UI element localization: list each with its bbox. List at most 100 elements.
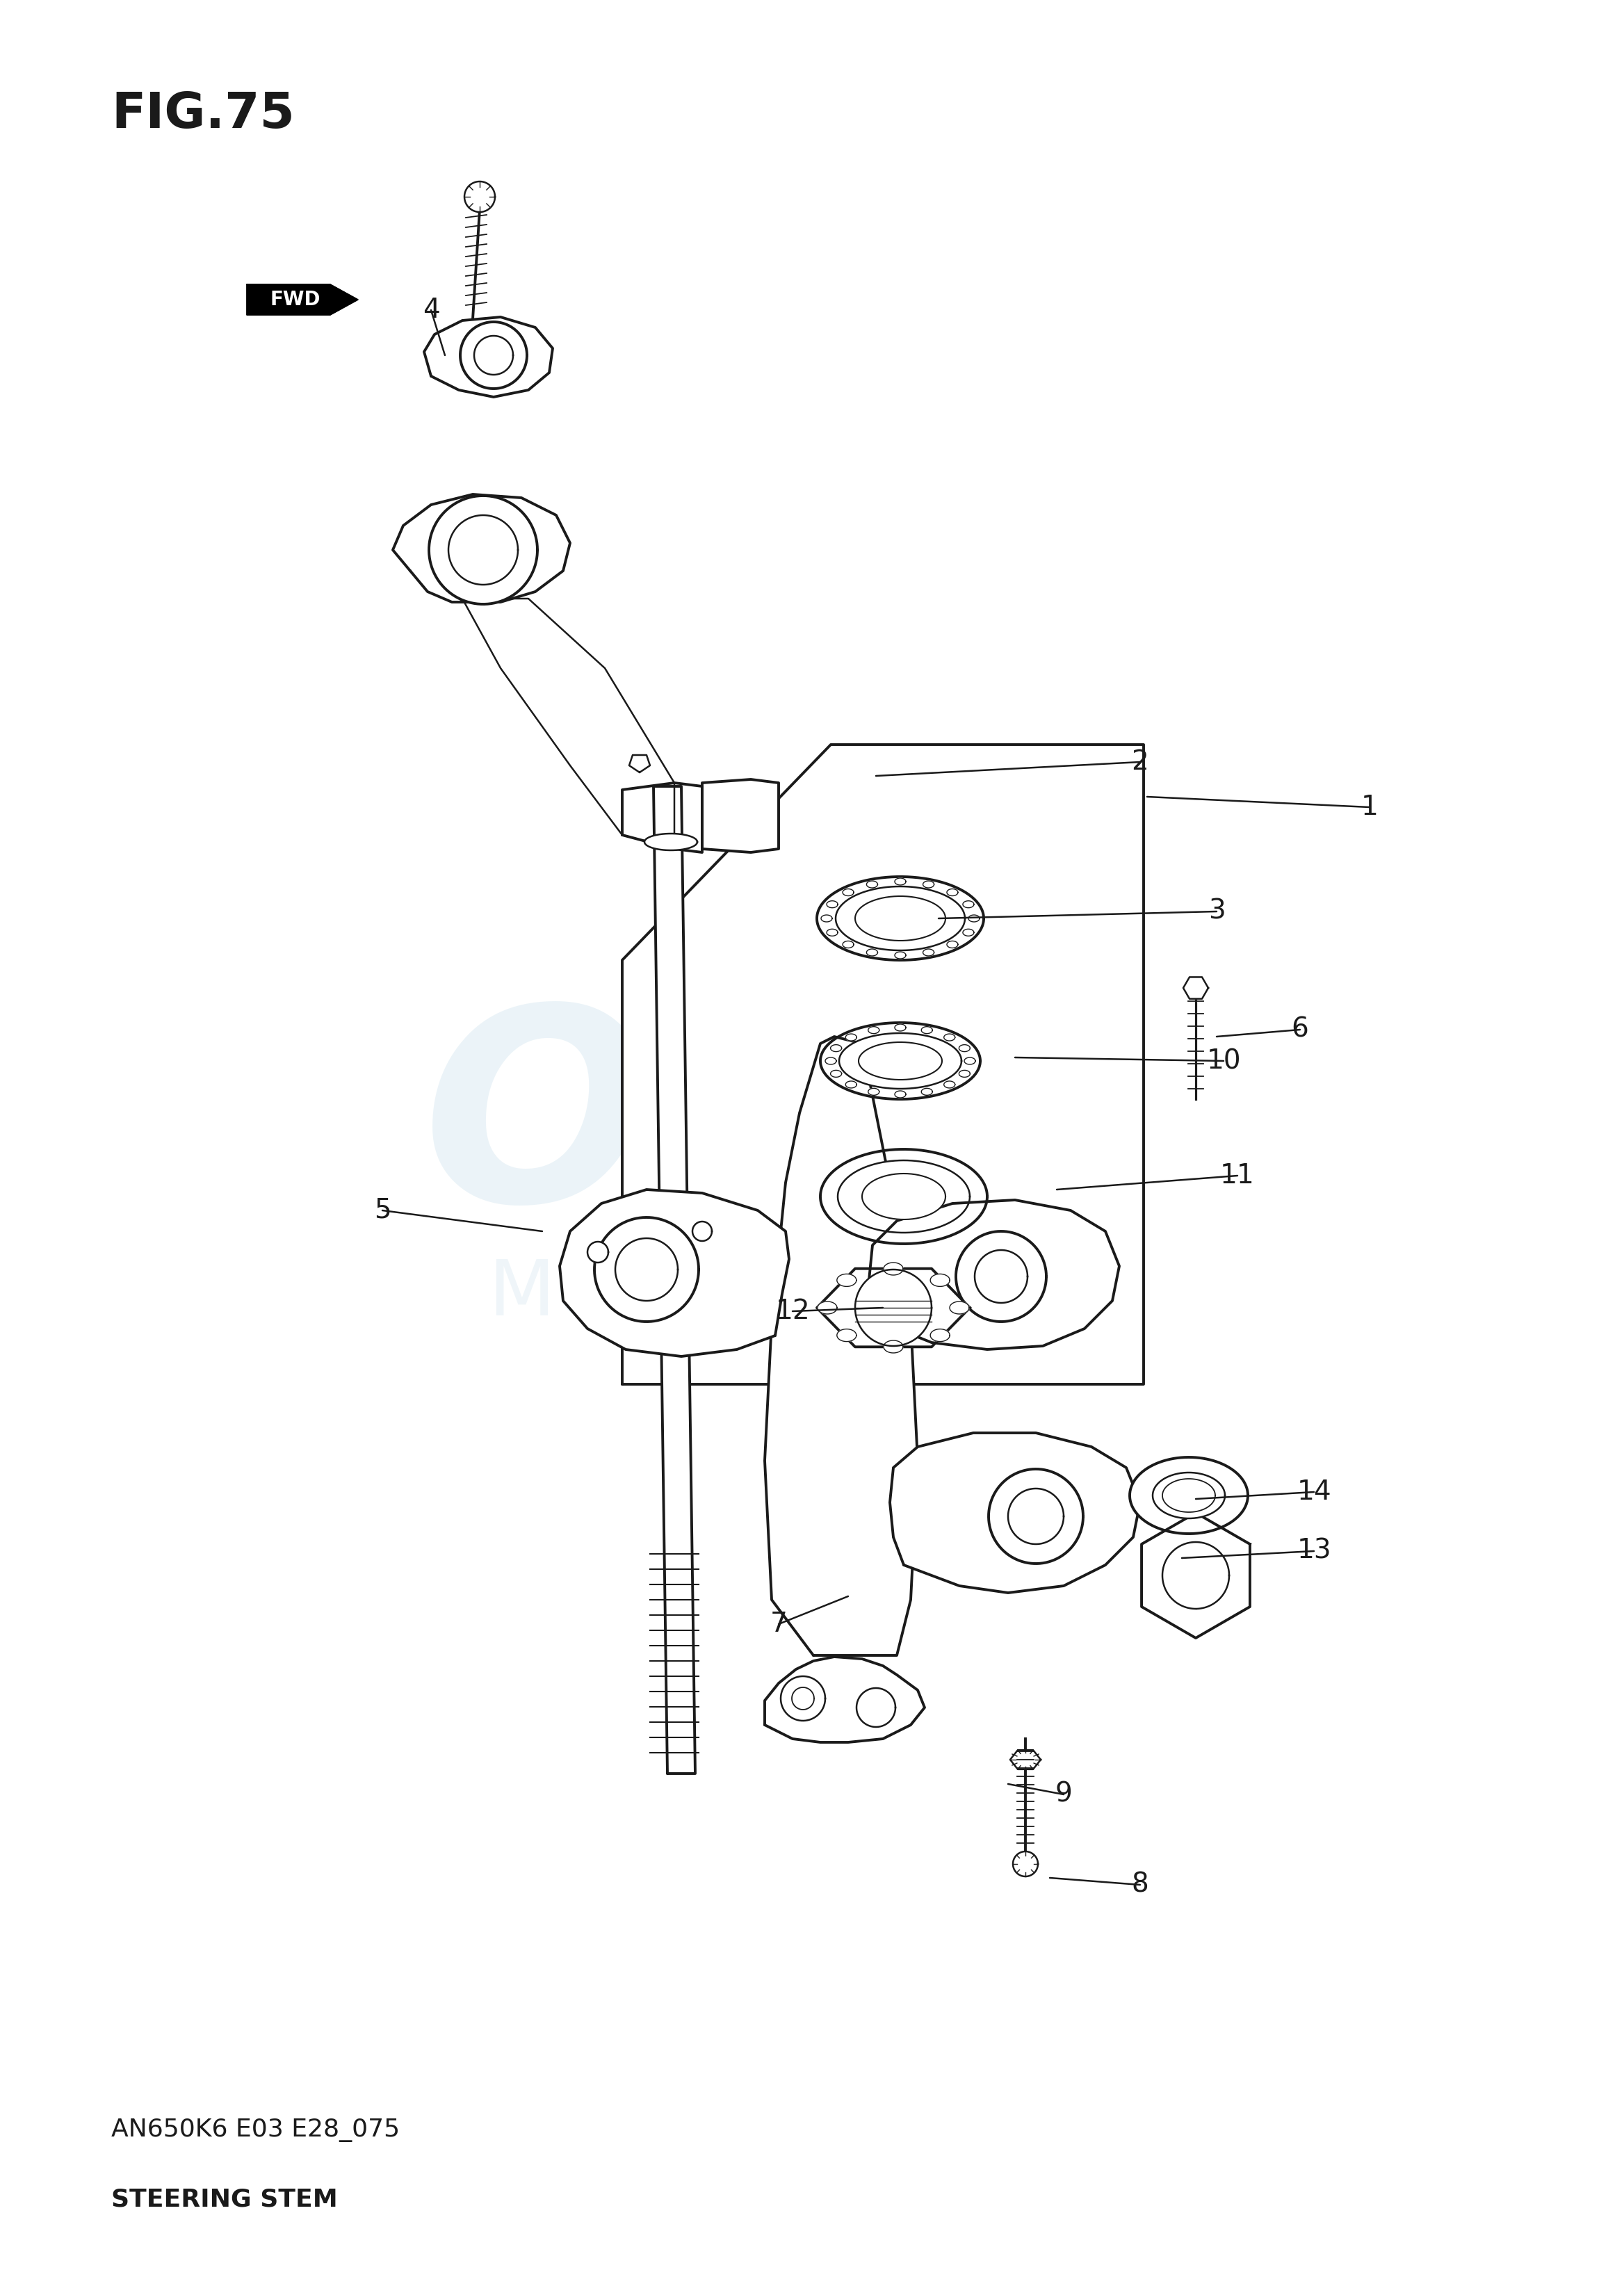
Polygon shape [1142, 1512, 1250, 1639]
Polygon shape [830, 1069, 841, 1076]
Polygon shape [830, 1044, 841, 1051]
Text: 12: 12 [775, 1299, 810, 1324]
Polygon shape [820, 1150, 987, 1244]
Text: 1: 1 [1361, 794, 1379, 819]
Polygon shape [958, 1044, 970, 1051]
Polygon shape [1184, 978, 1208, 998]
Polygon shape [836, 1274, 856, 1287]
Polygon shape [1009, 1489, 1064, 1545]
Polygon shape [862, 1173, 945, 1219]
Polygon shape [843, 888, 854, 895]
Polygon shape [594, 1216, 698, 1322]
Polygon shape [460, 321, 526, 388]
Polygon shape [856, 895, 945, 941]
Polygon shape [963, 902, 974, 909]
Text: 8: 8 [1132, 1873, 1148, 1898]
Polygon shape [947, 941, 958, 948]
Polygon shape [393, 493, 570, 601]
Polygon shape [560, 1189, 789, 1356]
Polygon shape [931, 1274, 950, 1287]
Polygon shape [944, 1033, 955, 1042]
Polygon shape [867, 950, 877, 957]
Polygon shape [883, 1262, 903, 1276]
Polygon shape [974, 1251, 1028, 1304]
Polygon shape [950, 1301, 970, 1315]
Text: OEM: OEM [422, 996, 1106, 1258]
Polygon shape [474, 335, 513, 374]
Text: 6: 6 [1291, 1017, 1309, 1042]
Text: FWD: FWD [270, 289, 320, 310]
Polygon shape [869, 1026, 879, 1033]
Polygon shape [463, 599, 674, 849]
Polygon shape [968, 916, 979, 923]
Polygon shape [895, 1024, 906, 1030]
Polygon shape [793, 1687, 814, 1710]
Polygon shape [838, 1161, 970, 1232]
Polygon shape [890, 1432, 1140, 1593]
Polygon shape [817, 1269, 970, 1347]
Polygon shape [247, 285, 357, 314]
Polygon shape [1163, 1478, 1215, 1512]
Text: 7: 7 [770, 1611, 788, 1636]
Polygon shape [781, 1675, 825, 1721]
Text: 9: 9 [1056, 1781, 1072, 1808]
Polygon shape [1153, 1473, 1224, 1519]
Polygon shape [588, 1242, 609, 1262]
Polygon shape [424, 317, 552, 397]
Polygon shape [895, 952, 906, 959]
Polygon shape [765, 1037, 918, 1655]
Text: 14: 14 [1296, 1478, 1332, 1506]
Polygon shape [944, 1081, 955, 1088]
Polygon shape [628, 755, 650, 773]
Polygon shape [836, 1329, 856, 1343]
Polygon shape [867, 881, 877, 888]
Polygon shape [931, 1329, 950, 1343]
Polygon shape [922, 881, 934, 888]
Polygon shape [822, 916, 831, 923]
Polygon shape [827, 929, 838, 936]
Text: AN650K6 E03 E28_075: AN650K6 E03 E28_075 [110, 2118, 400, 2141]
Polygon shape [989, 1469, 1083, 1563]
Polygon shape [922, 950, 934, 957]
Polygon shape [1010, 1751, 1041, 1769]
Polygon shape [820, 1024, 981, 1099]
Polygon shape [921, 1088, 932, 1095]
Polygon shape [963, 929, 974, 936]
Polygon shape [645, 833, 697, 849]
Text: 5: 5 [374, 1198, 391, 1223]
Polygon shape [429, 496, 538, 604]
Polygon shape [957, 1232, 1046, 1322]
Polygon shape [464, 181, 495, 211]
Text: MOTOR PARTS: MOTOR PARTS [489, 1258, 1041, 1331]
Polygon shape [1163, 1542, 1229, 1609]
Text: 11: 11 [1220, 1164, 1255, 1189]
Polygon shape [895, 879, 906, 886]
Polygon shape [836, 886, 965, 950]
Text: STEERING STEM: STEERING STEM [110, 2187, 338, 2212]
Polygon shape [692, 1221, 711, 1242]
Polygon shape [622, 744, 1143, 1384]
Polygon shape [840, 1033, 961, 1088]
Polygon shape [846, 1033, 857, 1042]
Polygon shape [921, 1026, 932, 1033]
Polygon shape [817, 1301, 836, 1315]
Polygon shape [883, 1340, 903, 1354]
Polygon shape [869, 1088, 879, 1095]
Polygon shape [622, 783, 702, 851]
Polygon shape [869, 1200, 1119, 1349]
Polygon shape [702, 780, 778, 851]
Text: 4: 4 [422, 296, 440, 324]
Polygon shape [947, 888, 958, 895]
Polygon shape [965, 1058, 976, 1065]
Polygon shape [843, 941, 854, 948]
Text: FIG.75: FIG.75 [110, 90, 294, 138]
Text: 13: 13 [1296, 1538, 1332, 1565]
Text: 2: 2 [1132, 748, 1148, 776]
Polygon shape [1013, 1852, 1038, 1877]
Polygon shape [846, 1081, 857, 1088]
Polygon shape [615, 1239, 677, 1301]
Polygon shape [448, 514, 518, 585]
Text: 3: 3 [1208, 897, 1224, 925]
Polygon shape [817, 877, 984, 959]
Polygon shape [856, 1269, 932, 1345]
